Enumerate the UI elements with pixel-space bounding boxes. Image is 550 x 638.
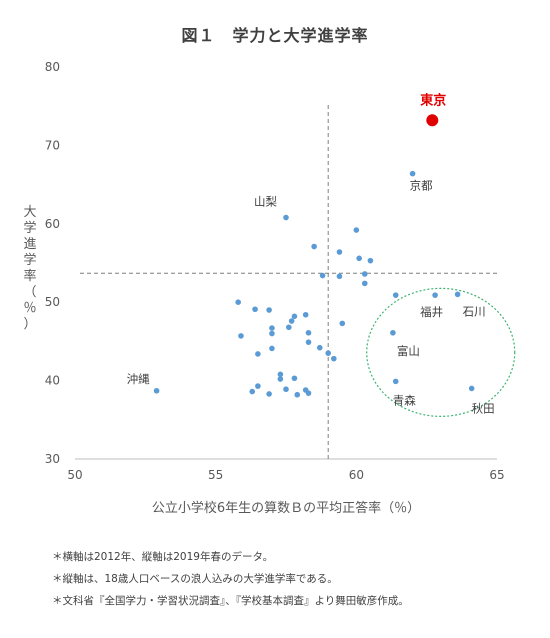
data-point xyxy=(468,385,475,392)
data-point xyxy=(277,376,284,382)
data-point xyxy=(432,292,438,298)
data-point xyxy=(454,291,461,298)
data-point xyxy=(353,227,360,233)
y-tick-label: 40 xyxy=(45,374,60,388)
data-point xyxy=(255,351,261,357)
data-point xyxy=(316,344,323,351)
data-point xyxy=(305,390,312,396)
x-tick-label: 55 xyxy=(208,468,223,482)
data-point xyxy=(302,311,309,318)
data-point xyxy=(286,324,292,331)
data-point xyxy=(266,307,272,313)
data-point xyxy=(390,329,396,336)
data-point xyxy=(277,371,284,378)
data-point xyxy=(392,378,399,385)
data-point xyxy=(325,350,332,356)
data-point xyxy=(291,375,298,382)
highlight-point xyxy=(426,114,439,127)
data-point xyxy=(409,170,416,177)
point-label: 秋田 xyxy=(472,401,495,415)
data-point xyxy=(283,386,289,393)
point-label: 富山 xyxy=(397,344,420,358)
chart-title: 図１ 学力と大学進学率 xyxy=(181,26,369,45)
data-point xyxy=(266,391,272,397)
x-axis-label: 公立小学校6年生の算数Ｂの平均正答率（％） xyxy=(151,501,421,516)
data-point xyxy=(311,243,317,250)
data-point xyxy=(294,391,301,398)
data-point xyxy=(153,387,160,394)
point-label: 京都 xyxy=(410,179,433,193)
y-tick-label: 70 xyxy=(45,138,60,152)
data-point xyxy=(319,272,326,279)
note-2: ＊縦軸は、18歳人口ベースの浪人込みの大学進学率である。 xyxy=(52,573,338,585)
y-axis-label: 大学進学率（％） xyxy=(23,205,37,332)
note-1: ＊横軸は2012年、縦軸は2019年春のデータ。 xyxy=(52,551,274,563)
point-label: 青森 xyxy=(393,393,416,407)
y-tick-label: 50 xyxy=(45,295,60,309)
x-tick-label: 60 xyxy=(349,468,364,482)
data-point xyxy=(356,255,362,262)
data-point xyxy=(305,329,312,336)
point-label: 石川 xyxy=(463,304,486,318)
x-tick-label: 65 xyxy=(489,468,504,482)
data-point xyxy=(252,306,258,313)
highlight-label: 東京 xyxy=(420,92,446,108)
data-point xyxy=(249,388,256,395)
data-point xyxy=(336,249,343,255)
x-tick-label: 50 xyxy=(67,468,82,482)
y-tick-label: 80 xyxy=(45,60,60,74)
data-point xyxy=(336,273,343,280)
data-point xyxy=(255,383,261,389)
note-3: ＊文科省『全国学力・学習状況調査』、『学校基本調査』より舞田敏彦作成。 xyxy=(52,595,409,607)
y-tick-label: 60 xyxy=(45,217,60,231)
data-point xyxy=(288,318,295,324)
data-point xyxy=(339,320,346,327)
data-point xyxy=(367,257,374,264)
data-point xyxy=(269,330,275,337)
data-point xyxy=(269,325,275,331)
point-label: 沖縄 xyxy=(127,372,150,386)
data-point xyxy=(361,280,368,287)
y-tick-label: 30 xyxy=(45,452,60,466)
data-point xyxy=(291,313,298,320)
data-point xyxy=(238,333,244,339)
data-point xyxy=(269,345,275,352)
data-point xyxy=(283,214,289,221)
point-label: 福井 xyxy=(420,305,443,319)
data-point xyxy=(305,339,312,345)
point-label: 山梨 xyxy=(254,195,277,209)
data-point xyxy=(331,355,337,362)
data-point xyxy=(235,299,241,306)
data-point xyxy=(361,271,368,277)
data-point xyxy=(392,292,399,298)
grouping-ellipse xyxy=(366,287,516,417)
